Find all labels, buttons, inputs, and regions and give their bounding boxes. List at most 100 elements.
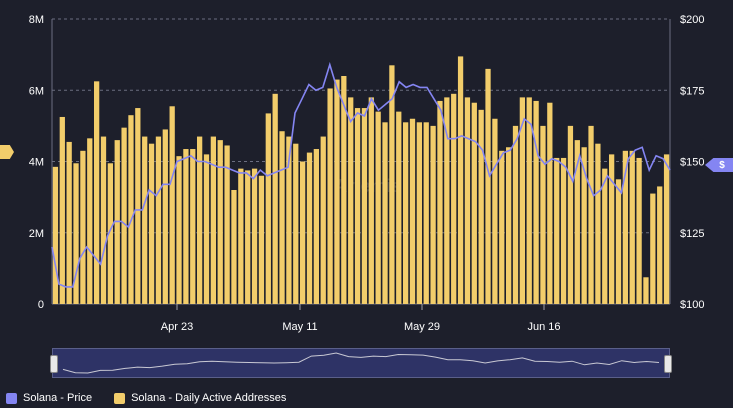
bar bbox=[128, 115, 134, 304]
x-tick-label: May 29 bbox=[404, 321, 440, 333]
bar bbox=[396, 111, 402, 305]
bar bbox=[361, 108, 368, 304]
bar bbox=[87, 138, 93, 304]
left-axis-flag bbox=[0, 145, 14, 159]
bar bbox=[341, 76, 347, 304]
bar bbox=[389, 65, 395, 304]
bar bbox=[306, 152, 313, 304]
bar bbox=[643, 277, 649, 304]
bar bbox=[595, 143, 601, 304]
right-tick-label: $150 bbox=[680, 157, 704, 169]
bar bbox=[286, 136, 292, 304]
right-tick-label: $125 bbox=[680, 228, 704, 240]
left-tick-label: 4M bbox=[29, 157, 44, 169]
bar bbox=[52, 166, 59, 304]
bar bbox=[554, 157, 560, 304]
bar bbox=[485, 68, 491, 305]
left-tick-label: 2M bbox=[29, 228, 44, 240]
bar bbox=[416, 122, 422, 304]
bar bbox=[197, 136, 203, 304]
bar bbox=[183, 149, 189, 304]
bar bbox=[327, 88, 333, 304]
bar bbox=[423, 122, 429, 304]
bar bbox=[457, 56, 464, 304]
legend-item-addresses[interactable]: Solana - Daily Active Addresses bbox=[114, 392, 286, 404]
navigator-line bbox=[62, 352, 660, 374]
bar bbox=[602, 168, 608, 305]
x-axis: Apr 23 May 11 May 29 Jun 16 bbox=[161, 304, 561, 333]
bar bbox=[451, 93, 457, 304]
bar bbox=[148, 143, 155, 304]
left-axis: 0 2M 4M 6M 8M bbox=[29, 14, 44, 311]
bar bbox=[506, 147, 512, 304]
bar bbox=[375, 111, 381, 305]
bar bbox=[581, 147, 587, 304]
bar bbox=[224, 145, 230, 304]
right-price-flag-label: $ bbox=[719, 159, 725, 171]
bar bbox=[526, 97, 532, 305]
grid-lines bbox=[51, 18, 671, 305]
left-tick-label: 0 bbox=[38, 299, 44, 311]
bar bbox=[540, 125, 546, 305]
bar bbox=[107, 163, 113, 304]
bar bbox=[382, 122, 388, 304]
bar bbox=[471, 102, 477, 304]
bar bbox=[217, 140, 223, 305]
bar bbox=[265, 113, 271, 304]
bar bbox=[59, 116, 65, 304]
bar bbox=[409, 118, 416, 304]
bar bbox=[155, 136, 162, 304]
price-line-series bbox=[51, 61, 671, 288]
legend-label-addresses: Solana - Daily Active Addresses bbox=[131, 392, 287, 404]
bar bbox=[574, 140, 580, 305]
bar bbox=[492, 118, 498, 304]
bar bbox=[176, 156, 182, 304]
bar bbox=[609, 154, 615, 305]
bar bbox=[499, 150, 505, 304]
right-price-flag: $ bbox=[705, 158, 733, 172]
bar bbox=[142, 136, 148, 304]
bar bbox=[663, 154, 670, 305]
x-tick-label: Apr 23 bbox=[161, 321, 193, 333]
bar bbox=[162, 129, 168, 304]
bar bbox=[80, 150, 86, 304]
bar bbox=[547, 102, 553, 304]
x-tick-label: Jun 16 bbox=[527, 321, 560, 333]
right-tick-label: $175 bbox=[680, 85, 704, 97]
navigator-right-handle[interactable] bbox=[664, 355, 672, 373]
bar bbox=[231, 190, 237, 304]
right-axis: $100 $125 $150 $175 $200 bbox=[680, 14, 704, 311]
bar bbox=[320, 136, 326, 304]
bar bbox=[615, 179, 622, 304]
bar bbox=[245, 170, 251, 304]
bar bbox=[512, 125, 519, 305]
bar bbox=[334, 79, 340, 304]
legend-swatch-price bbox=[6, 392, 17, 404]
bar bbox=[629, 150, 635, 304]
bar bbox=[348, 97, 354, 305]
bar bbox=[100, 136, 107, 304]
bar bbox=[444, 97, 450, 305]
bar bbox=[210, 136, 216, 304]
navigator-left-handle[interactable] bbox=[50, 355, 58, 373]
navigator-sparkline bbox=[62, 352, 660, 374]
bar bbox=[636, 157, 642, 304]
right-tick-label: $100 bbox=[680, 299, 704, 311]
bar bbox=[588, 125, 594, 305]
range-navigator[interactable] bbox=[50, 348, 672, 378]
legend-item-price[interactable]: Solana - Price bbox=[6, 392, 92, 404]
bar bbox=[293, 143, 299, 304]
bar bbox=[657, 186, 663, 304]
price-line bbox=[51, 61, 671, 288]
legend-label-price: Solana - Price bbox=[23, 392, 93, 404]
legend: Solana - Price Solana - Daily Active Add… bbox=[6, 392, 286, 404]
bar bbox=[300, 161, 306, 304]
right-tick-label: $200 bbox=[680, 14, 704, 26]
bar bbox=[66, 141, 72, 304]
bar bbox=[560, 157, 567, 304]
bar bbox=[650, 193, 656, 304]
bar bbox=[464, 97, 471, 305]
legend-swatch-addresses bbox=[114, 392, 126, 404]
bar bbox=[272, 93, 278, 304]
